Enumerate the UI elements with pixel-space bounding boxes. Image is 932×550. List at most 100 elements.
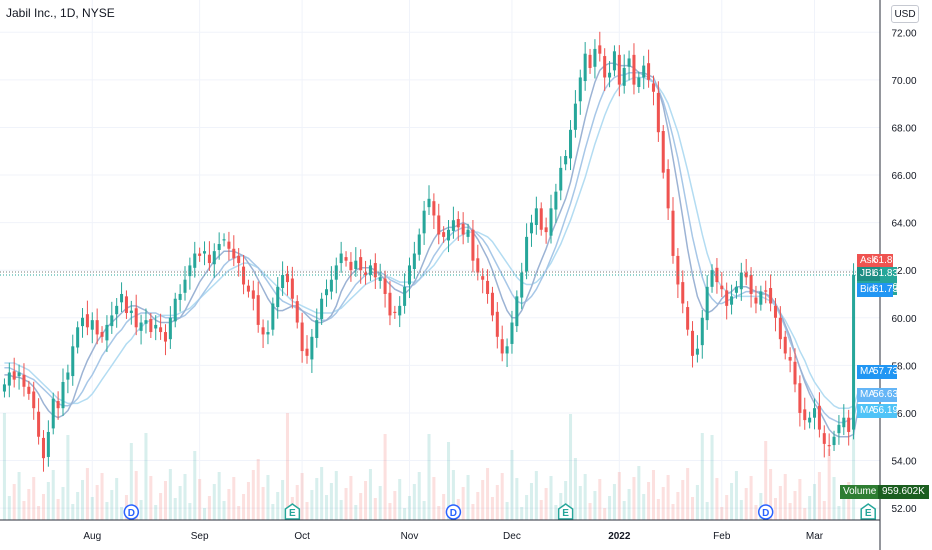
volume-bar xyxy=(710,435,714,520)
candle-body xyxy=(168,317,172,340)
candle-body xyxy=(798,383,802,413)
candle-body xyxy=(793,361,797,385)
volume-bar xyxy=(817,472,821,520)
y-tick-label: 66.00 xyxy=(891,171,916,182)
earnings-marker xyxy=(860,503,876,520)
dividend-marker xyxy=(757,504,774,520)
volume-bar xyxy=(447,442,451,520)
candle-body xyxy=(329,279,333,292)
volume-bar xyxy=(56,499,60,520)
volume-bar xyxy=(451,470,455,520)
volume-bar xyxy=(432,477,436,520)
candle-body xyxy=(817,405,821,430)
candle-body xyxy=(212,251,216,265)
volume-bar xyxy=(120,507,124,520)
volume-bar xyxy=(300,473,304,520)
candle-body xyxy=(407,265,411,285)
y-tick-label: 64.00 xyxy=(891,219,916,230)
candle-body xyxy=(632,54,636,85)
candle-body xyxy=(691,330,695,356)
volume-bar xyxy=(583,474,587,520)
volume-bar xyxy=(217,472,221,520)
candle-body xyxy=(85,314,89,328)
y-tick-label: 58.00 xyxy=(891,361,916,372)
candle-body xyxy=(832,436,836,446)
candle-body xyxy=(339,253,343,264)
ma2-key: MA xyxy=(860,388,875,400)
candle-body xyxy=(773,305,777,318)
candle-body xyxy=(466,229,470,237)
volume-bar xyxy=(647,482,651,520)
x-tick-label: 2022 xyxy=(608,531,631,542)
candle-body xyxy=(251,290,255,299)
candle-body xyxy=(578,77,582,102)
dividend-marker xyxy=(445,504,462,520)
candle-body xyxy=(622,67,626,86)
candle-body xyxy=(266,332,270,335)
volume-bar xyxy=(676,492,680,520)
volume-bar xyxy=(271,504,275,520)
volume-bar xyxy=(256,459,260,520)
moving-averages xyxy=(4,62,860,438)
volume-bar xyxy=(632,477,636,520)
event-marker-label: D xyxy=(128,508,135,519)
candle-body xyxy=(515,296,519,327)
ma3-label: MA 56.19 xyxy=(857,404,898,419)
candle-body xyxy=(647,63,651,80)
volume-bar xyxy=(695,485,699,520)
candle-body xyxy=(764,290,768,292)
y-tick-label: 56.00 xyxy=(891,409,916,420)
ask-price-label: Ask 61.86 xyxy=(857,253,898,268)
candle-body xyxy=(344,257,348,261)
candle-body xyxy=(246,285,250,292)
candle-body xyxy=(51,398,55,429)
volume-bar xyxy=(149,476,153,520)
candle-body xyxy=(27,386,31,394)
candle-body xyxy=(730,296,734,305)
candle-body xyxy=(461,223,465,235)
volume-bar xyxy=(22,501,26,520)
volume-bar xyxy=(466,475,470,520)
volume-bar xyxy=(129,443,133,520)
volume-bar xyxy=(222,501,226,520)
volume-bar xyxy=(71,504,75,520)
candle-body xyxy=(217,244,221,250)
ma1-value: 57.73 xyxy=(873,365,899,377)
volume-bar xyxy=(359,493,363,520)
currency-button[interactable]: USD xyxy=(891,5,919,23)
candle-body xyxy=(451,220,455,231)
volume-bar xyxy=(798,479,802,520)
volume-bar xyxy=(525,495,529,520)
volume-bar xyxy=(520,507,524,520)
candle-body xyxy=(300,322,304,352)
volume-bar xyxy=(637,466,641,520)
volume-bar xyxy=(832,477,836,520)
candle-body xyxy=(144,320,148,324)
candle-body xyxy=(456,219,460,228)
volume-bar xyxy=(773,498,777,520)
candle-body xyxy=(100,332,104,337)
volume-bar xyxy=(808,496,812,520)
y-tick-label: 70.00 xyxy=(891,76,916,87)
candle-body xyxy=(76,327,80,348)
candle-body xyxy=(17,372,21,377)
volume-bar xyxy=(7,496,11,520)
candle-body xyxy=(271,303,275,330)
volume-bar xyxy=(398,479,402,520)
candle-body xyxy=(325,289,329,296)
candle-body xyxy=(37,411,41,437)
candle-body xyxy=(637,77,641,87)
volume-bars xyxy=(2,413,856,520)
volume-bar xyxy=(564,481,568,520)
candle-body xyxy=(617,54,621,85)
volume-bar xyxy=(569,414,573,520)
candle-body xyxy=(398,305,402,316)
x-tick-label: Nov xyxy=(401,531,419,542)
volume-bar xyxy=(329,483,333,520)
candle-body xyxy=(359,257,363,271)
candle-body xyxy=(7,372,11,386)
volume-bar xyxy=(110,490,114,520)
